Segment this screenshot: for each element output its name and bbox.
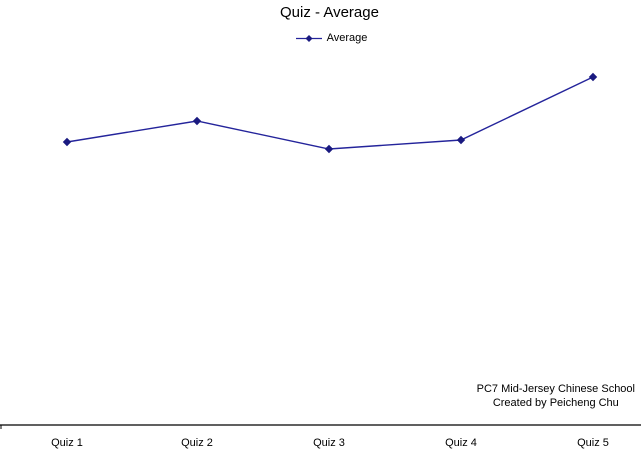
x-axis-label: Quiz 3 xyxy=(313,437,345,449)
data-point-marker xyxy=(192,116,202,126)
data-point-marker xyxy=(588,72,598,82)
series-line-average xyxy=(66,76,594,150)
credit-text: PC7 Mid-Jersey Chinese School Created by… xyxy=(477,383,635,410)
chart-title: Quiz - Average xyxy=(280,4,379,21)
data-point-marker xyxy=(324,144,334,154)
credit-line-1: PC7 Mid-Jersey Chinese School xyxy=(476,383,635,395)
legend: Average xyxy=(10,32,643,44)
legend-line-marker-icon xyxy=(295,34,322,42)
x-axis-label: Quiz 1 xyxy=(51,437,83,449)
legend-label: Average xyxy=(326,32,368,44)
credit-line-2: Created by Peicheng Chu xyxy=(492,396,619,409)
x-axis-label: Quiz 5 xyxy=(577,437,609,449)
x-axis-label: Quiz 2 xyxy=(181,437,213,449)
data-point-marker xyxy=(456,135,466,145)
x-axis-label: Quiz 4 xyxy=(445,437,477,449)
data-point-marker xyxy=(62,137,72,147)
